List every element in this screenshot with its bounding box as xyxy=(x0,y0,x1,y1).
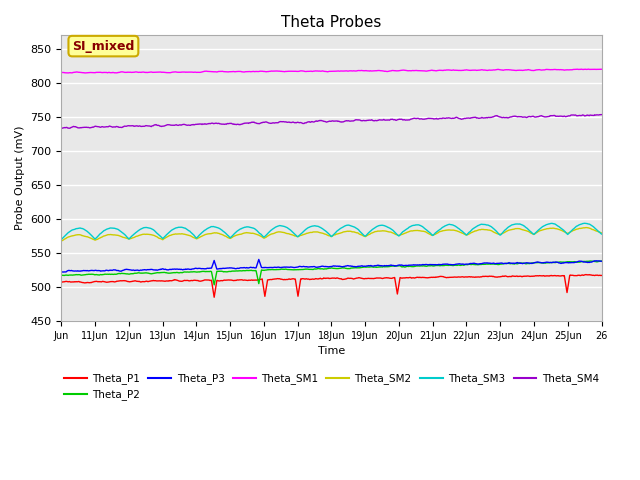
Theta_SM1 xyxy=(585,66,593,72)
Theta_SM2 xyxy=(467,230,475,236)
Theta_SM4 xyxy=(402,117,410,123)
Theta_P3 xyxy=(468,261,476,266)
Line: Theta_P3: Theta_P3 xyxy=(61,259,602,272)
Theta_SM4 xyxy=(467,115,475,120)
Theta_SM4 xyxy=(523,115,531,120)
Line: Theta_SM4: Theta_SM4 xyxy=(61,115,602,129)
Theta_P2 xyxy=(524,261,531,266)
Theta_SM4 xyxy=(598,112,605,118)
Theta_SM1 xyxy=(92,70,99,75)
Theta_SM1 xyxy=(372,68,380,73)
Theta_SM1 xyxy=(468,68,476,73)
Theta_SM4 xyxy=(385,117,393,123)
Theta_P3 xyxy=(387,262,394,268)
Theta_SM2 xyxy=(598,230,605,236)
Theta_P1 xyxy=(372,276,380,281)
Theta_P1 xyxy=(211,294,218,300)
Theta_P3 xyxy=(403,263,411,268)
Theta_SM2 xyxy=(58,238,65,244)
Theta_P3 xyxy=(60,269,67,275)
Theta_SM3 xyxy=(580,220,588,226)
Theta_SM2 xyxy=(582,225,590,230)
Theta_SM2 xyxy=(523,228,531,234)
Theta_SM3 xyxy=(385,225,393,231)
Theta_P2 xyxy=(598,258,605,264)
Theta_SM4 xyxy=(371,118,379,123)
Theta_SM4 xyxy=(91,124,99,130)
Theta_P3 xyxy=(524,260,532,266)
Theta_P1 xyxy=(524,273,531,279)
Theta_SM2 xyxy=(91,237,99,243)
Theta_SM4 xyxy=(58,126,65,132)
X-axis label: Time: Time xyxy=(318,346,345,356)
Theta_SM1 xyxy=(58,70,65,75)
Theta_P2 xyxy=(211,282,218,288)
Theta_SM3 xyxy=(598,231,605,237)
Theta_SM3 xyxy=(371,225,379,230)
Theta_SM3 xyxy=(467,228,475,234)
Theta_SM1 xyxy=(598,66,605,72)
Theta_P2 xyxy=(403,264,410,269)
Theta_SM3 xyxy=(58,237,65,242)
Title: Theta Probes: Theta Probes xyxy=(281,15,381,30)
Theta_P2 xyxy=(58,273,65,278)
Line: Theta_SM3: Theta_SM3 xyxy=(61,223,602,240)
Legend: Theta_P1, Theta_P2, Theta_P3, Theta_SM1, Theta_SM2, Theta_SM3, Theta_SM4: Theta_P1, Theta_P2, Theta_P3, Theta_SM1,… xyxy=(60,369,603,405)
Theta_SM3 xyxy=(402,227,410,233)
Theta_P3 xyxy=(58,269,65,275)
Theta_P3 xyxy=(255,256,262,262)
Theta_P1 xyxy=(58,279,65,285)
Theta_P3 xyxy=(598,258,605,264)
Theta_P2 xyxy=(386,264,394,269)
Theta_P1 xyxy=(468,274,476,280)
Theta_SM2 xyxy=(385,229,393,235)
Theta_P2 xyxy=(91,272,99,277)
Theta_P1 xyxy=(403,275,410,280)
Theta_P1 xyxy=(91,279,99,285)
Line: Theta_SM2: Theta_SM2 xyxy=(61,228,602,241)
Theta_SM1 xyxy=(386,68,394,74)
Theta_P1 xyxy=(598,273,605,278)
Theta_P2 xyxy=(468,262,476,267)
Theta_SM1 xyxy=(81,70,89,76)
Line: Theta_P1: Theta_P1 xyxy=(61,275,602,297)
Theta_P3 xyxy=(372,263,380,269)
Line: Theta_SM1: Theta_SM1 xyxy=(61,69,602,73)
Theta_SM3 xyxy=(91,236,99,241)
Theta_SM2 xyxy=(402,230,410,236)
Theta_P1 xyxy=(582,272,590,277)
Line: Theta_P2: Theta_P2 xyxy=(61,261,602,285)
Theta_P3 xyxy=(92,267,99,273)
Theta_SM4 xyxy=(597,112,605,118)
Y-axis label: Probe Output (mV): Probe Output (mV) xyxy=(15,126,25,230)
Theta_SM1 xyxy=(403,68,410,73)
Theta_SM2 xyxy=(371,229,379,235)
Theta_SM3 xyxy=(523,225,531,231)
Text: SI_mixed: SI_mixed xyxy=(72,40,134,53)
Theta_P1 xyxy=(386,276,394,281)
Theta_P2 xyxy=(372,264,380,270)
Theta_SM1 xyxy=(524,67,531,73)
